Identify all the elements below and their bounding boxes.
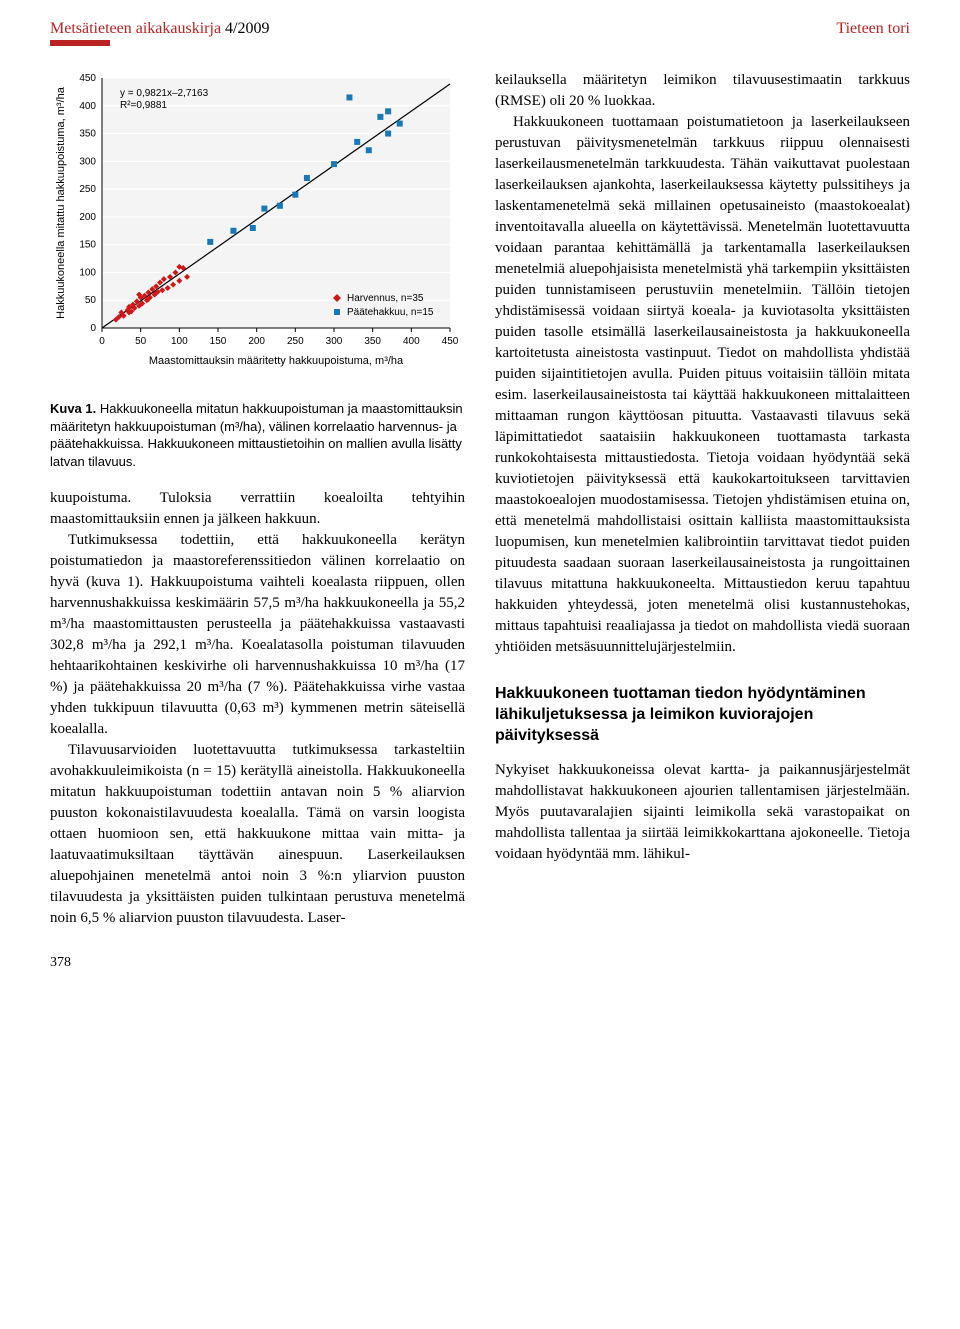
two-column-layout: 0 50 100 150 200 250 300 350 400 450 0 50 100 150 200 2… (50, 70, 910, 973)
svg-text:50: 50 (85, 295, 97, 306)
svg-text:450: 450 (442, 336, 459, 347)
svg-text:200: 200 (248, 336, 265, 347)
svg-text:Harvennus, n=35: Harvennus, n=35 (347, 293, 424, 304)
body-paragraph: kuupoistuma. Tuloksia verrattiin koealoi… (50, 488, 465, 530)
svg-text:0: 0 (90, 323, 96, 334)
red-bar-icon (50, 40, 110, 46)
body-paragraph: Tilavuusarvioiden luotettavuutta tutkimu… (50, 740, 465, 929)
svg-text:350: 350 (79, 129, 96, 140)
right-column: keilauksella määritetyn leimikon tilavuu… (495, 70, 910, 973)
svg-text:450: 450 (79, 73, 96, 84)
section-name: Tieteen tori (836, 20, 910, 38)
left-column: 0 50 100 150 200 250 300 350 400 450 0 50 100 150 200 2… (50, 70, 465, 973)
svg-text:50: 50 (135, 336, 147, 347)
page-number: 378 (50, 953, 465, 973)
svg-text:250: 250 (287, 336, 304, 347)
svg-text:0: 0 (99, 336, 105, 347)
body-paragraph: Tutkimuksessa todettiin, että hakkuukone… (50, 530, 465, 740)
svg-text:100: 100 (79, 267, 96, 278)
journal-name: Metsätieteen aikakauskirja 4/2009 (50, 20, 270, 37)
body-paragraph: Hakkuukoneen tuottamaan poistumatietoon … (495, 112, 910, 658)
figure-caption-text: Hakkuukoneella mitatun hakkuupoistuman j… (50, 401, 463, 469)
svg-text:200: 200 (79, 212, 96, 223)
svg-text:Päätehakkuu, n=15: Päätehakkuu, n=15 (347, 307, 434, 318)
figure-label: Kuva 1. (50, 401, 96, 416)
svg-text:Hakkuukoneella mitattu hakkuup: Hakkuukoneella mitattu hakkuupoistuma, m… (55, 86, 67, 319)
svg-text:150: 150 (79, 240, 96, 251)
figure-caption: Kuva 1. Hakkuukoneella mitatun hakkuupoi… (50, 400, 465, 470)
svg-text:Maastomittauksin määritetty ha: Maastomittauksin määritetty hakkuupoistu… (149, 355, 404, 367)
section-heading: Hakkuukoneen tuottaman tiedon hyödyntämi… (495, 684, 910, 746)
page-header: Metsätieteen aikakauskirja 4/2009 Tietee… (50, 20, 910, 50)
svg-text:100: 100 (171, 336, 188, 347)
svg-text:300: 300 (79, 156, 96, 167)
svg-text:150: 150 (210, 336, 227, 347)
svg-text:y = 0,9821x–2,7163: y = 0,9821x–2,7163 (120, 88, 209, 99)
svg-text:400: 400 (403, 336, 420, 347)
svg-text:250: 250 (79, 184, 96, 195)
scatter-chart: 0 50 100 150 200 250 300 350 400 450 0 50 100 150 200 2… (50, 70, 465, 390)
journal-title-text: Metsätieteen aikakauskirja (50, 20, 221, 37)
body-paragraph: Nykyiset hakkuukoneissa olevat kartta- j… (495, 760, 910, 865)
svg-text:R²=0,9881: R²=0,9881 (120, 100, 167, 111)
svg-text:350: 350 (364, 336, 381, 347)
body-paragraph: keilauksella määritetyn leimikon tilavuu… (495, 70, 910, 112)
svg-text:300: 300 (326, 336, 343, 347)
svg-text:400: 400 (79, 101, 96, 112)
journal-issue: 4/2009 (225, 20, 269, 37)
